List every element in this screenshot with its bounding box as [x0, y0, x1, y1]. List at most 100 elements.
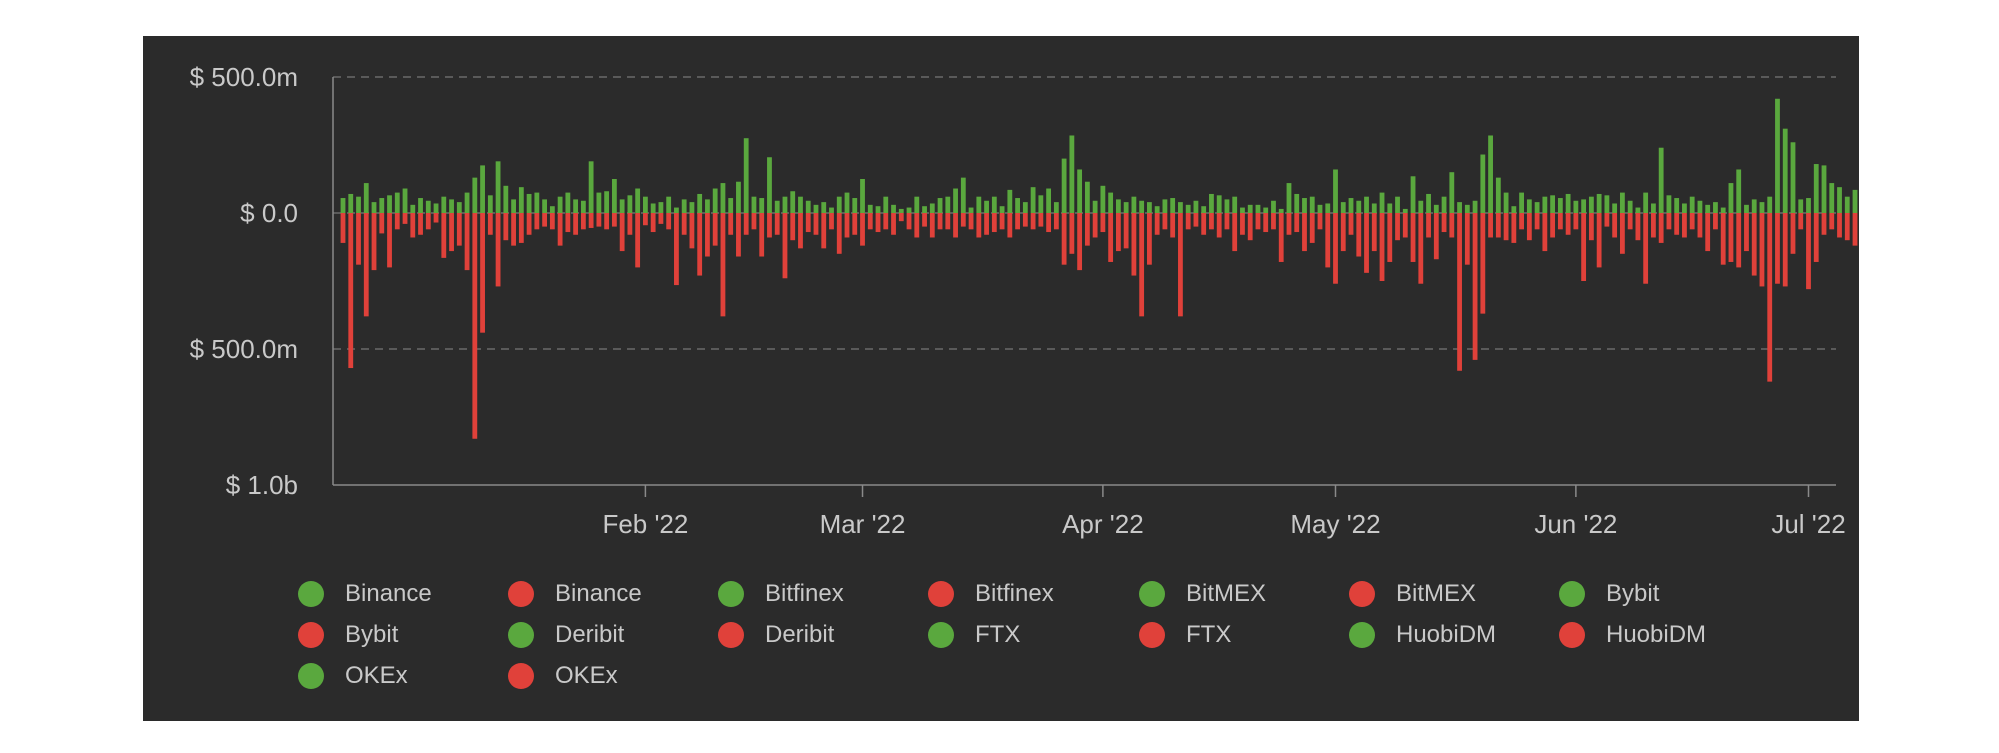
bar-long[interactable]: [1108, 192, 1114, 213]
bar-short[interactable]: [596, 213, 602, 227]
bar-short[interactable]: [968, 213, 974, 230]
bar-long[interactable]: [999, 206, 1005, 213]
bar-long[interactable]: [441, 196, 447, 213]
legend-item-okex-long[interactable]: OKEx: [298, 659, 408, 693]
bar-short[interactable]: [1511, 213, 1517, 243]
bar-short[interactable]: [580, 213, 586, 230]
bar-short[interactable]: [1084, 213, 1090, 246]
bar-short[interactable]: [1395, 213, 1400, 241]
bar-short[interactable]: [666, 213, 672, 230]
bar-long[interactable]: [1147, 202, 1152, 213]
bar-short[interactable]: [1007, 213, 1013, 238]
bar-long[interactable]: [705, 199, 710, 213]
bar-short[interactable]: [798, 213, 803, 249]
bar-long[interactable]: [1588, 196, 1594, 213]
bar-long[interactable]: [425, 200, 431, 213]
bar-short[interactable]: [1495, 213, 1501, 238]
bar-short[interactable]: [1596, 213, 1602, 268]
bar-short[interactable]: [681, 213, 687, 235]
bar-short[interactable]: [751, 213, 757, 230]
bar-short[interactable]: [1441, 213, 1447, 233]
bar-short[interactable]: [1022, 213, 1028, 227]
bar-long[interactable]: [790, 191, 796, 213]
bar-short[interactable]: [1472, 213, 1478, 360]
bar-long[interactable]: [1472, 200, 1478, 213]
bar-short[interactable]: [642, 213, 648, 226]
bar-long[interactable]: [937, 198, 943, 213]
bar-long[interactable]: [1309, 196, 1315, 213]
bar-long[interactable]: [968, 207, 974, 213]
bar-long[interactable]: [1658, 147, 1664, 213]
bar-long[interactable]: [960, 177, 966, 213]
bar-short[interactable]: [604, 213, 610, 230]
bar-long[interactable]: [782, 196, 788, 213]
bar-short[interactable]: [1216, 213, 1222, 238]
bar-short[interactable]: [611, 213, 617, 227]
bar-long[interactable]: [1767, 196, 1773, 213]
bar-long[interactable]: [1705, 204, 1711, 213]
bar-short[interactable]: [906, 213, 912, 230]
bar-short[interactable]: [1457, 213, 1462, 371]
bar-short[interactable]: [1806, 213, 1811, 290]
bar-short[interactable]: [914, 213, 920, 238]
bar-short[interactable]: [487, 213, 493, 235]
bar-short[interactable]: [743, 213, 749, 235]
bar-long[interactable]: [689, 202, 695, 213]
bar-short[interactable]: [542, 213, 548, 227]
bar-long[interactable]: [1581, 199, 1587, 213]
bar-short[interactable]: [658, 213, 664, 224]
bar-short[interactable]: [875, 213, 881, 233]
bar-long[interactable]: [743, 138, 749, 213]
bar-short[interactable]: [480, 213, 485, 333]
bar-short[interactable]: [712, 213, 718, 246]
bar-short[interactable]: [999, 213, 1005, 230]
bar-long[interactable]: [503, 185, 509, 213]
bar-long[interactable]: [1713, 202, 1718, 213]
bar-long[interactable]: [1821, 165, 1827, 213]
bar-short[interactable]: [1263, 213, 1269, 233]
bar-short[interactable]: [1162, 213, 1168, 230]
bar-long[interactable]: [914, 196, 920, 213]
bar-short[interactable]: [1240, 213, 1245, 235]
bar-long[interactable]: [1038, 195, 1044, 213]
bar-long[interactable]: [1550, 195, 1556, 213]
bar-long[interactable]: [1046, 188, 1052, 213]
bar-short[interactable]: [1619, 213, 1625, 254]
bar-short[interactable]: [1488, 213, 1493, 238]
bar-long[interactable]: [387, 195, 392, 213]
bar-long[interactable]: [728, 198, 734, 213]
bar-long[interactable]: [681, 199, 687, 213]
bar-short[interactable]: [1201, 213, 1207, 235]
bar-long[interactable]: [1131, 196, 1137, 213]
bar-long[interactable]: [798, 196, 803, 213]
bar-short[interactable]: [1728, 213, 1734, 262]
bar-short[interactable]: [1790, 213, 1796, 254]
bar-long[interactable]: [356, 196, 361, 213]
bar-long[interactable]: [767, 157, 772, 213]
bar-long[interactable]: [1084, 181, 1090, 213]
bar-long[interactable]: [348, 193, 354, 213]
bar-short[interactable]: [1053, 213, 1059, 230]
bar-long[interactable]: [658, 202, 664, 213]
bar-long[interactable]: [635, 188, 641, 213]
bar-short[interactable]: [503, 213, 509, 241]
bar-short[interactable]: [1852, 213, 1858, 246]
bar-long[interactable]: [1837, 187, 1842, 213]
bar-short[interactable]: [379, 213, 385, 234]
bar-long[interactable]: [1232, 196, 1238, 213]
bar-long[interactable]: [410, 204, 416, 213]
bar-long[interactable]: [1030, 187, 1036, 213]
bar-long[interactable]: [751, 196, 757, 213]
bar-short[interactable]: [619, 213, 625, 252]
bar-short[interactable]: [1798, 213, 1804, 230]
bar-short[interactable]: [929, 213, 935, 238]
bar-long[interactable]: [1751, 199, 1757, 213]
bar-short[interactable]: [1829, 213, 1835, 230]
bar-short[interactable]: [1170, 213, 1176, 238]
bar-long[interactable]: [619, 199, 625, 213]
bar-short[interactable]: [410, 213, 416, 238]
bar-short[interactable]: [449, 213, 454, 252]
bar-short[interactable]: [418, 213, 423, 235]
bar-short[interactable]: [836, 213, 842, 254]
bar-long[interactable]: [1154, 206, 1160, 213]
